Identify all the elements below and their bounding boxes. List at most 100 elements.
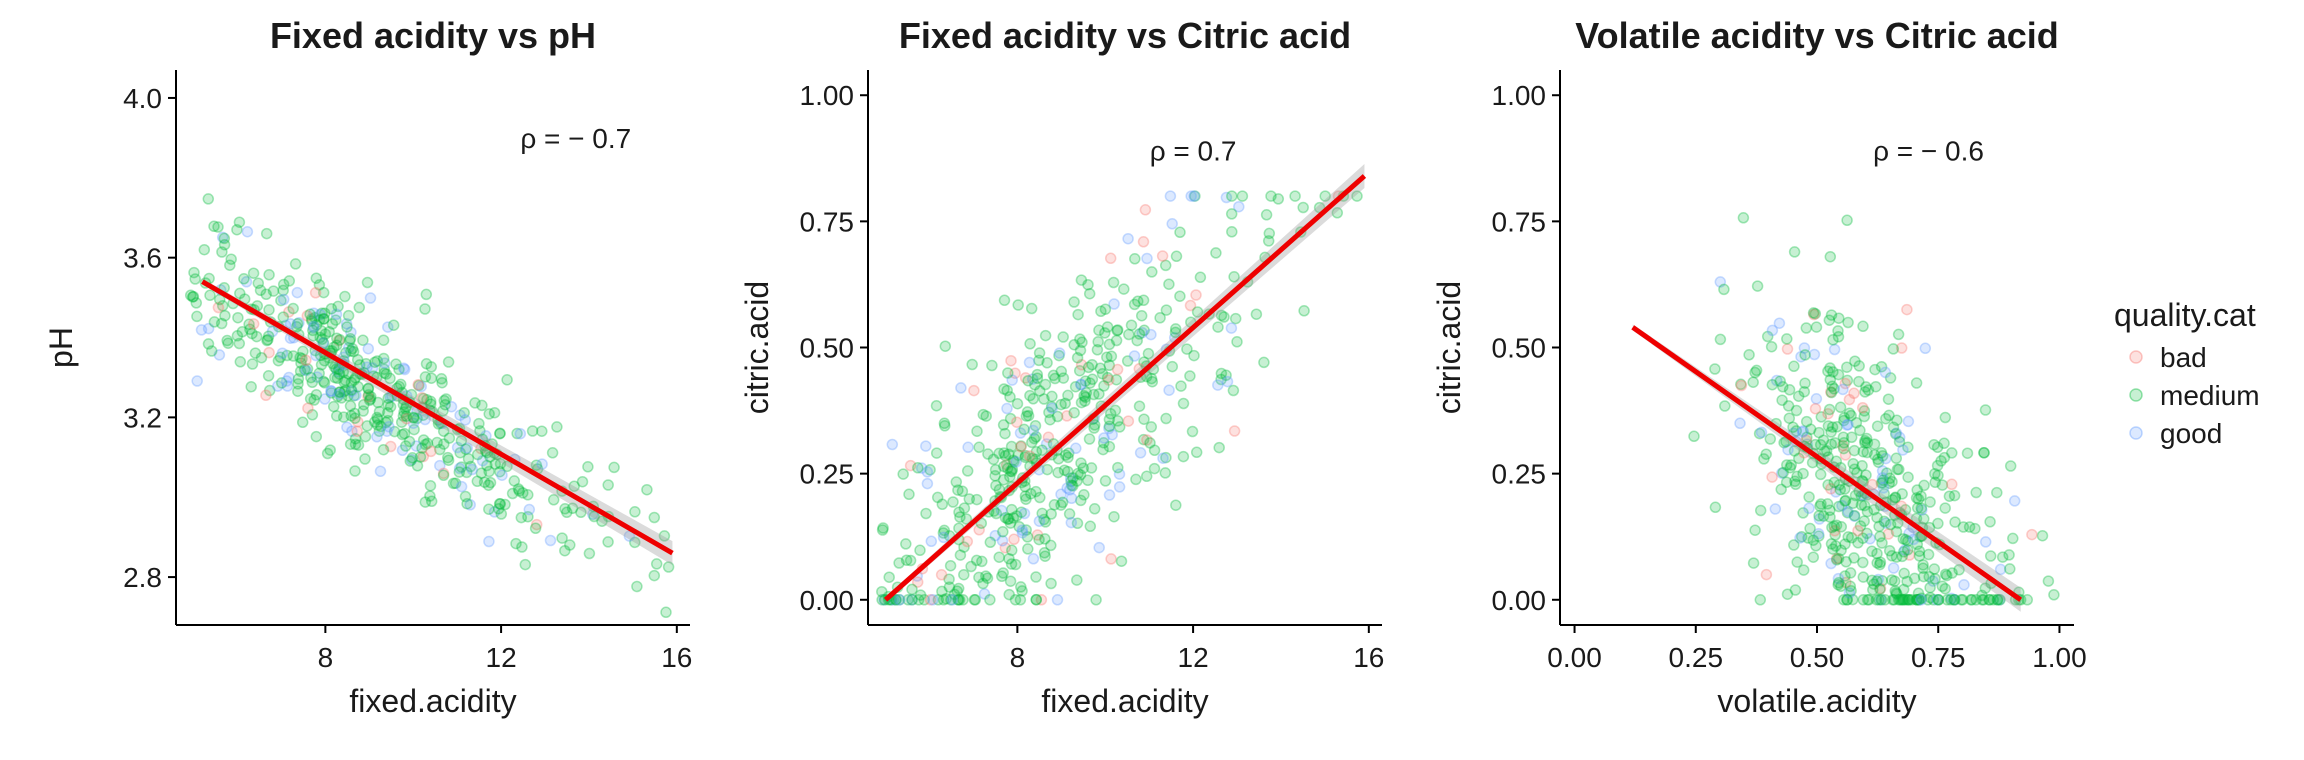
data-point-medium [1825, 538, 1838, 550]
data-point-medium [1212, 321, 1224, 333]
data-point-medium [1861, 446, 1873, 459]
y-tick-label: 0.00 [1492, 585, 1547, 616]
data-point-bad [1766, 471, 1778, 483]
data-point-medium [378, 363, 390, 375]
data-point-medium [1079, 375, 1092, 387]
data-point-good [1122, 232, 1134, 245]
data-point-medium [361, 420, 373, 432]
data-point-medium [1133, 400, 1146, 412]
data-point-medium [321, 447, 334, 460]
data-point-medium [325, 387, 338, 399]
data-point-bad [2026, 528, 2038, 541]
data-point-bad [968, 384, 980, 397]
data-point-medium [1027, 393, 1039, 405]
data-point-medium [1840, 556, 1852, 568]
data-point-medium [471, 475, 484, 488]
data-point-medium [1065, 479, 1078, 492]
correlation-annotation: ρ = − 0.6 [1873, 136, 1984, 167]
data-point-good [311, 371, 323, 383]
data-point-medium [1897, 533, 1910, 545]
data-point-medium [304, 393, 317, 405]
data-point-good [1916, 504, 1928, 516]
data-point-medium [1853, 375, 1865, 388]
data-point-medium [1859, 437, 1871, 449]
data-point-medium [938, 524, 951, 537]
data-point-medium [1039, 378, 1052, 391]
data-point-good [1769, 503, 1782, 515]
y-tick-label: 0.50 [800, 333, 855, 364]
data-point-medium [997, 419, 1010, 431]
data-point-medium [1088, 419, 1101, 431]
data-point-medium [263, 304, 275, 316]
data-point-good [1014, 427, 1027, 439]
data-point-medium [1129, 253, 1141, 265]
data-point-medium [945, 594, 957, 606]
data-point-medium [425, 495, 438, 508]
data-point-medium [998, 383, 1010, 395]
data-point-medium [660, 606, 672, 619]
data-point-medium [330, 363, 343, 375]
x-tick-label: 12 [486, 642, 517, 673]
data-point-medium [349, 412, 361, 424]
data-point-good [396, 444, 409, 457]
data-point-medium [1957, 521, 1970, 533]
data-point-medium [1892, 517, 1904, 529]
data-point-medium [1955, 594, 1968, 606]
data-point-medium [1079, 391, 1092, 403]
data-point-medium [1828, 520, 1841, 533]
data-point-medium [1874, 530, 1886, 543]
data-point-medium [442, 356, 455, 368]
data-point-medium [1737, 212, 1750, 224]
data-point-medium [298, 363, 311, 376]
data-point-medium [1088, 503, 1101, 515]
data-point-medium [1111, 324, 1123, 337]
data-point-medium [1939, 568, 1952, 580]
data-point-medium [876, 585, 888, 598]
data-point-good [1093, 541, 1105, 554]
data-point-medium [323, 325, 335, 338]
data-point-medium [1132, 295, 1144, 307]
data-point-medium [314, 331, 326, 344]
data-point-bad [1809, 402, 1822, 415]
data-point-medium [261, 334, 273, 347]
data-point-medium [1825, 438, 1838, 450]
data-point-medium [1086, 373, 1099, 386]
data-point-medium [551, 421, 563, 433]
data-point-medium [488, 406, 501, 419]
data-point-good [1016, 526, 1029, 539]
data-point-medium [458, 407, 470, 419]
data-point-medium [2036, 529, 2049, 542]
data-point-good [1001, 402, 1013, 415]
data-point-good [1220, 191, 1233, 204]
data-point-medium [351, 354, 364, 366]
data-point-medium [1006, 463, 1019, 476]
data-point-medium [1082, 474, 1094, 487]
data-point-medium [1258, 356, 1270, 369]
data-point-good [293, 317, 305, 329]
data-point-bad [1105, 553, 1117, 565]
data-point-bad [283, 306, 295, 318]
data-point-medium [263, 384, 276, 397]
data-point-medium [1788, 360, 1800, 373]
data-point-medium [1831, 421, 1843, 433]
data-point-medium [1039, 533, 1051, 545]
data-point-medium [1870, 594, 1883, 606]
data-point-medium [1884, 518, 1897, 531]
data-point-medium [1901, 594, 1914, 606]
data-point-medium [1984, 550, 1997, 562]
data-point-medium [339, 374, 352, 387]
data-point-good [1108, 298, 1120, 310]
data-point-medium [1857, 320, 1869, 333]
data-point-medium [1826, 521, 1838, 534]
data-point-medium [1898, 567, 1910, 580]
data-point-medium [1236, 190, 1249, 202]
data-point-good [1064, 472, 1077, 485]
data-point-medium [1949, 516, 1961, 528]
y-tick-label: 4.0 [123, 83, 162, 114]
data-point-medium [1892, 328, 1905, 341]
data-point-medium [1062, 447, 1075, 459]
data-point-medium [317, 286, 330, 299]
data-point-medium [930, 399, 943, 412]
data-point-medium [1908, 572, 1921, 585]
data-point-medium [1177, 397, 1190, 410]
